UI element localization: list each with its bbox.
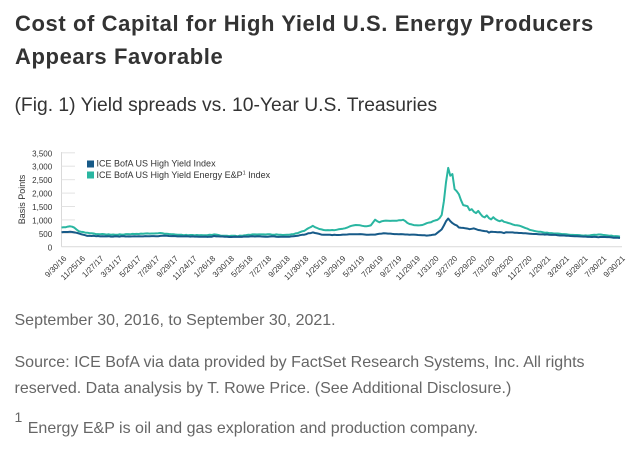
svg-text:500: 500 [39,230,53,239]
svg-text:ICE BofA US High Yield Energy: ICE BofA US High Yield Energy E&P1 Index [97,170,271,180]
svg-text:9/30/21: 9/30/21 [602,254,628,280]
svg-text:2,000: 2,000 [32,190,53,199]
svg-text:3,000: 3,000 [32,163,53,172]
svg-text:2,500: 2,500 [32,176,53,185]
svg-text:0: 0 [48,243,53,252]
svg-text:1,500: 1,500 [32,203,53,212]
svg-text:3,500: 3,500 [32,149,53,158]
svg-text:Basis Points: Basis Points [17,174,27,224]
svg-text:ICE BofA US High Yield Index: ICE BofA US High Yield Index [97,159,217,169]
svg-text:1,000: 1,000 [32,216,53,225]
